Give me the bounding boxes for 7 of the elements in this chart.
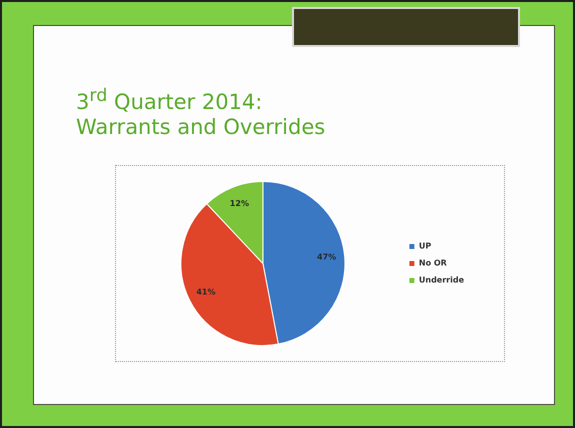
- data-label: 12%: [230, 199, 249, 208]
- data-label: 41%: [196, 288, 216, 297]
- legend-label: Underride: [418, 276, 465, 285]
- legend-label: UP: [418, 242, 432, 251]
- data-label: 47%: [317, 252, 336, 262]
- legend-label: No OR: [418, 258, 447, 268]
- chart-title: 3$^{rd}$ Quarter 2014: Warrants and Overrides: [76, 85, 326, 140]
